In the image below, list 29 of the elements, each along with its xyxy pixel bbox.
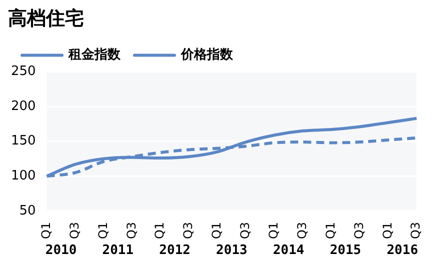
x-tick-label: Q1 [38, 222, 53, 240]
x-tick-label: Q3 [352, 222, 366, 240]
text: 2015 [330, 242, 362, 258]
text: 2011 [102, 242, 134, 258]
x-tick-label: Q1 [266, 222, 280, 240]
x-tick-label: Q3 [294, 222, 309, 240]
x-tick-label: Q3 [238, 222, 252, 240]
y-tick-label: 150 [10, 134, 36, 149]
x-tick-label: Q1 [96, 222, 110, 240]
chart-title: 高档住宅 [8, 7, 84, 30]
text: 2016 [386, 242, 418, 258]
x-tick-label: Q3 [124, 222, 138, 240]
legend-label: 价格指数 [180, 48, 234, 63]
x-tick-label: Q1 [152, 222, 167, 240]
x-tick-label: Q3 [67, 222, 82, 240]
y-tick-label: 50 [19, 203, 36, 218]
x-tick-label: Q1 [380, 222, 394, 240]
y-tick-label: 100 [10, 168, 36, 184]
y-tick-label: 250 [10, 64, 36, 80]
x-tick-label: Q1 [323, 222, 338, 240]
text: 2013 [216, 242, 248, 258]
y-tick-label: 200 [10, 98, 36, 114]
legend-label: 租金指数 [68, 48, 122, 63]
text: 2010 [45, 242, 77, 258]
text: 2012 [159, 242, 190, 258]
text: 2014 [272, 242, 304, 258]
x-tick-label: Q3 [181, 222, 196, 240]
x-tick-label: Q3 [408, 222, 423, 240]
x-tick-label: Q1 [210, 222, 224, 240]
